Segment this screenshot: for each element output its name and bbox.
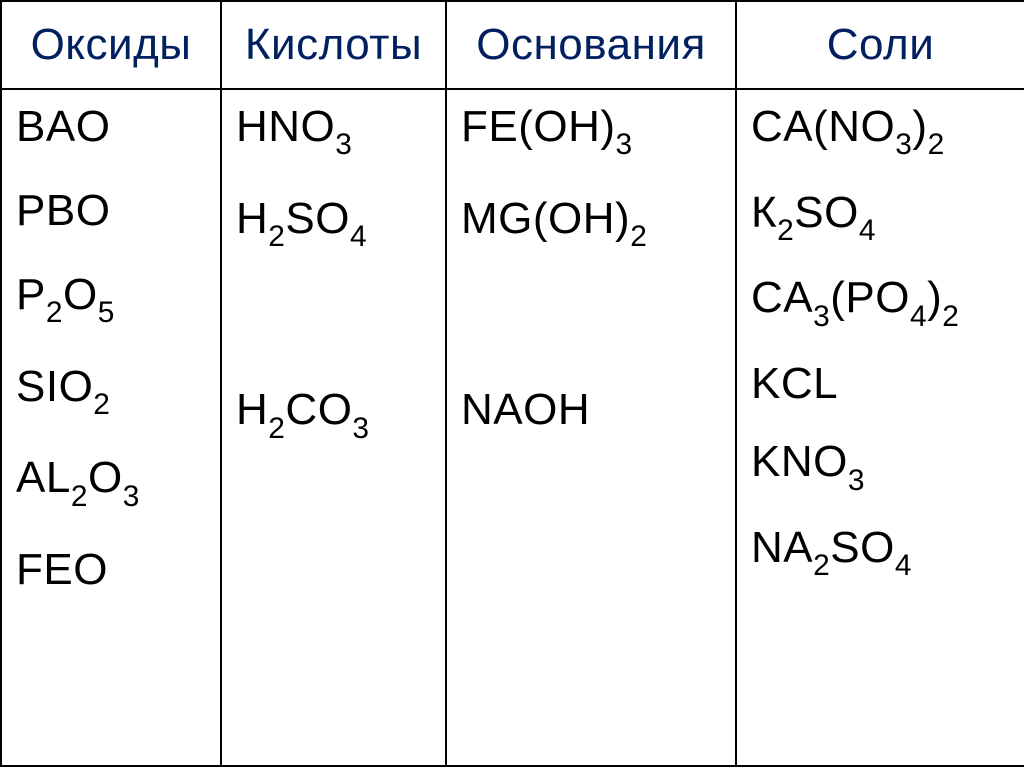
body-row: BaO PbO P2O5 SiO2 Al2O3 FeO HNO3 H2SO4 H2CO3 Fe… <box>1 89 1024 766</box>
compound: H2SO4 <box>236 197 433 249</box>
cell-bases: Fe(OH)3 Mg(OH)2 NaOH <box>446 89 736 766</box>
compound: К2SO4 <box>751 191 1012 243</box>
compound: P2O5 <box>16 273 208 325</box>
compound: Mg(OH)2 <box>461 197 723 249</box>
compound: Ca(NO3)2 <box>751 105 1012 157</box>
chemistry-classification-table: Оксиды Кислоты Основания Соли BaO PbO P2O5… <box>0 0 1024 767</box>
compound: Na2SO4 <box>751 526 1012 578</box>
header-oxides: Оксиды <box>1 1 221 89</box>
compound: BaO <box>16 105 208 149</box>
compound: HNO3 <box>236 105 433 157</box>
compound: H2CO3 <box>236 388 433 440</box>
compound: SiO2 <box>16 365 208 417</box>
compound: KCl <box>751 362 1012 406</box>
compound: FeO <box>16 548 208 592</box>
compound: Ca3(PO4)2 <box>751 276 1012 328</box>
compound: PbO <box>16 189 208 233</box>
header-row: Оксиды Кислоты Основания Соли <box>1 1 1024 89</box>
header-acids: Кислоты <box>221 1 446 89</box>
cell-acids: HNO3 H2SO4 H2CO3 <box>221 89 446 766</box>
header-salts: Соли <box>736 1 1024 89</box>
cell-salts: Ca(NO3)2 К2SO4 Ca3(PO4)2 KCl KNO3 Na2SO4 <box>736 89 1024 766</box>
header-bases: Основания <box>446 1 736 89</box>
compound: Fe(OH)3 <box>461 105 723 157</box>
compound: NaOH <box>461 388 723 432</box>
compound: Al2O3 <box>16 456 208 508</box>
cell-oxides: BaO PbO P2O5 SiO2 Al2O3 FeO <box>1 89 221 766</box>
compound: KNO3 <box>751 440 1012 492</box>
